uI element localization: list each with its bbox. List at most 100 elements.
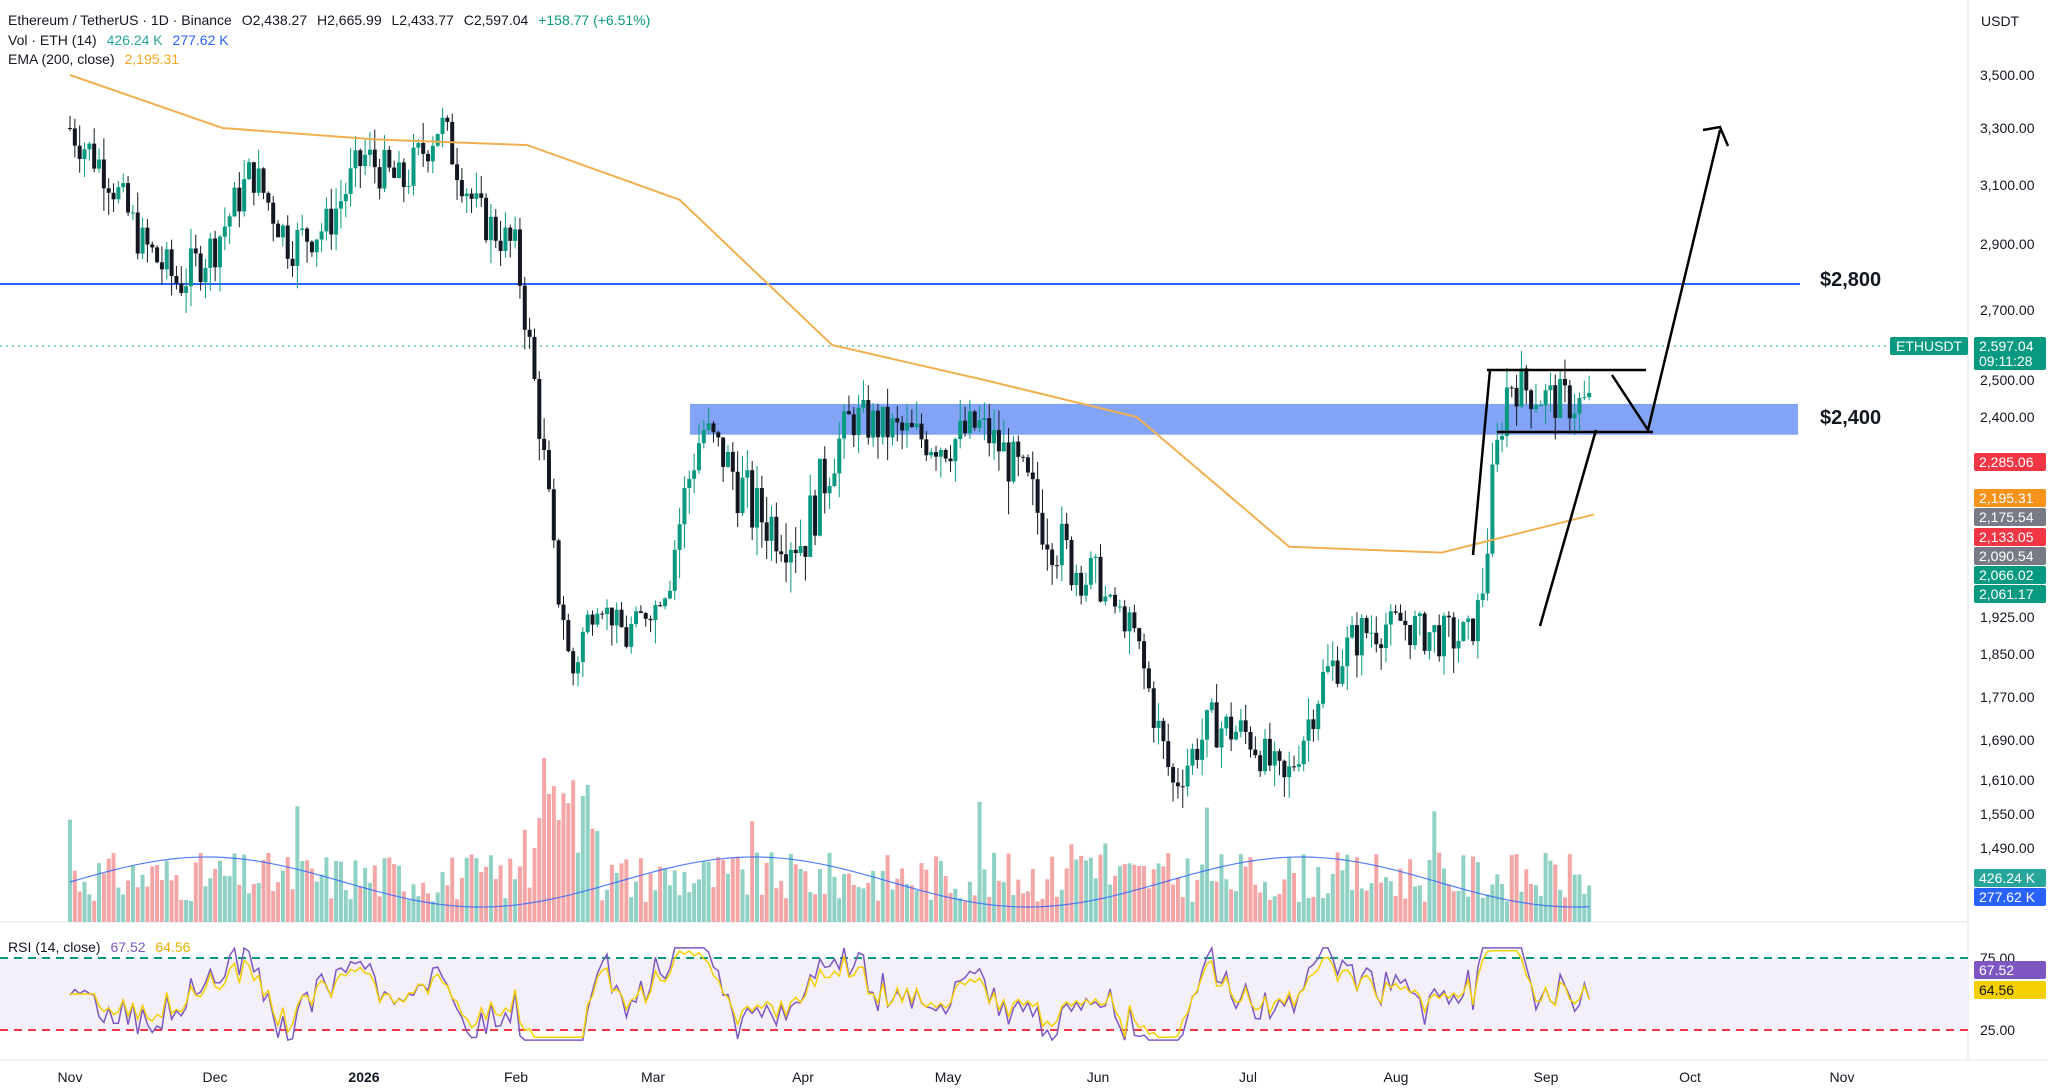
- volume-bar: [842, 874, 847, 922]
- time-axis-label: Nov: [1830, 1069, 1855, 1085]
- volume-bar: [963, 901, 968, 922]
- candle-body: [68, 128, 72, 129]
- volume-bar: [1204, 807, 1209, 922]
- volume-bar: [1050, 856, 1055, 922]
- candle-body: [1412, 616, 1417, 646]
- candle-body: [1311, 719, 1316, 730]
- candle-body: [1524, 368, 1529, 391]
- price-badge: 09:11:28: [1974, 352, 2046, 370]
- volume-bar: [909, 885, 914, 922]
- candle-body: [392, 167, 397, 178]
- price-tick-label: 2,500.00: [1980, 372, 2035, 388]
- candle-body: [851, 414, 856, 436]
- price-badge: 67.52: [1974, 961, 2046, 979]
- volume-bar: [1533, 885, 1538, 922]
- volume-bar: [1069, 844, 1074, 922]
- volume-bar: [1079, 855, 1084, 922]
- candle-body: [832, 473, 837, 487]
- candle-body: [948, 458, 953, 462]
- volume-bar: [682, 871, 687, 922]
- candle-body: [1548, 385, 1553, 391]
- volume-bar: [1543, 852, 1548, 922]
- candle-body: [1398, 612, 1403, 621]
- candle-body: [169, 249, 174, 276]
- volume-bar: [687, 892, 692, 922]
- volume-bar: [179, 899, 184, 922]
- volume-legend[interactable]: Vol · ETH (14) 426.24 K 277.62 K: [8, 31, 235, 49]
- flagpole-line: [1471, 369, 1492, 556]
- volume-bar: [875, 900, 880, 922]
- rsi-line: [69, 945, 1590, 1042]
- candle-body: [377, 167, 382, 189]
- candle-body: [1437, 625, 1442, 657]
- symbol-title[interactable]: Ethereum / TetherUS · 1D · Binance: [8, 12, 232, 28]
- volume-bar: [435, 892, 440, 922]
- candle-body: [314, 239, 319, 253]
- candle-body: [682, 487, 687, 525]
- volume-bar: [314, 881, 319, 922]
- candle-body: [1258, 755, 1263, 772]
- candle-body: [750, 470, 755, 528]
- volume-bar: [1369, 883, 1374, 922]
- volume-bar: [1209, 880, 1214, 922]
- volume-bar: [1471, 856, 1476, 922]
- volume-bar: [663, 868, 668, 922]
- candle-body: [285, 225, 290, 259]
- time-axis-label: Sep: [1534, 1069, 1559, 1085]
- volume-bar: [1524, 869, 1529, 922]
- candle-body: [629, 623, 634, 647]
- volume-bar: [232, 853, 237, 922]
- price-badge-bg: [1974, 528, 2046, 546]
- volume-bar: [1553, 864, 1558, 922]
- volume-bar: [256, 883, 261, 922]
- volume-bar: [643, 901, 648, 922]
- volume-bar: [764, 862, 769, 922]
- volume-bar: [1253, 884, 1258, 922]
- candle-body: [614, 609, 619, 626]
- volume-bar: [1127, 863, 1132, 922]
- price-badge-text: 64.56: [1979, 982, 2014, 998]
- volume-bar: [440, 871, 445, 922]
- candle-body: [996, 430, 1001, 452]
- candle-body: [111, 192, 116, 200]
- price-badge-bg: [1974, 337, 2046, 355]
- volume-bar: [305, 860, 310, 922]
- volume-bar: [1171, 884, 1176, 922]
- volume-bar: [280, 870, 285, 922]
- volume-bar: [1142, 866, 1147, 922]
- volume-bar: [827, 852, 832, 922]
- volume-bar: [996, 880, 1001, 922]
- volume-bar: [638, 858, 643, 922]
- candle-body: [634, 611, 639, 624]
- ema-value: 2,195.31: [124, 51, 180, 67]
- candle-body: [788, 549, 793, 563]
- rsi-legend[interactable]: RSI (14, close) 67.52 64.56: [8, 938, 196, 956]
- volume-bar: [459, 877, 464, 922]
- volume-bar: [1229, 889, 1234, 922]
- candle-body: [503, 227, 508, 252]
- price-badge: 2,133.05: [1974, 528, 2046, 546]
- volume-bar: [1045, 879, 1050, 922]
- volume-bar: [121, 894, 126, 922]
- volume-bar: [1030, 868, 1035, 922]
- volume-bar: [1021, 893, 1026, 922]
- volume-bar: [1243, 866, 1248, 922]
- ema-legend[interactable]: EMA (200, close) 2,195.31: [8, 50, 185, 68]
- candle-body: [1142, 641, 1147, 669]
- volume-bar: [1422, 901, 1427, 922]
- candle-body: [421, 143, 426, 154]
- candle-body: [658, 605, 663, 607]
- candle-body: [116, 187, 121, 200]
- price-badge-bg: [1974, 566, 2046, 584]
- rsi-value: 67.52: [110, 939, 146, 955]
- candle-body: [1514, 387, 1519, 407]
- volume-bar: [1529, 883, 1534, 922]
- volume-bar: [1393, 895, 1398, 922]
- volume-bar: [101, 873, 106, 922]
- candle-body: [1350, 625, 1355, 638]
- candle-body: [1330, 660, 1335, 667]
- price-badge-text: 2,195.31: [1979, 490, 2034, 506]
- price-tick-label: 1,925.00: [1980, 609, 2035, 625]
- volume-bar: [116, 887, 121, 922]
